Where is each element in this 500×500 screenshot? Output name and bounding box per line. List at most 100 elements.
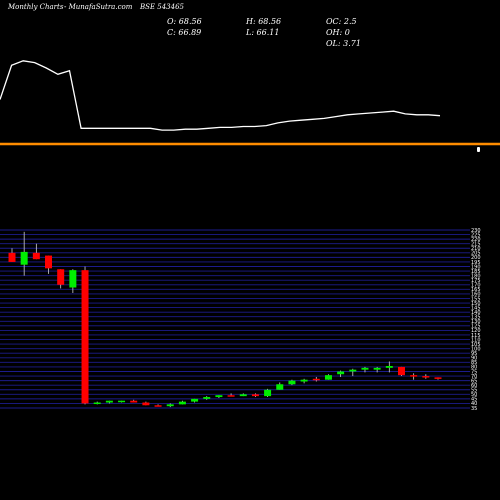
candle-body bbox=[203, 397, 211, 399]
ohlc-close: C: 66.89 bbox=[167, 28, 201, 37]
line-series-path bbox=[0, 60, 441, 131]
y-axis-ticks: 2302252202152102052001951901851801751701… bbox=[471, 228, 481, 412]
candle bbox=[81, 266, 89, 405]
y-tick-label: 95 bbox=[471, 351, 477, 357]
y-tick-label: 155 bbox=[471, 296, 481, 302]
y-tick-label: 140 bbox=[471, 310, 481, 316]
candle-body bbox=[191, 398, 199, 402]
y-tick-label: 120 bbox=[471, 328, 481, 334]
candle-body bbox=[349, 369, 357, 372]
candle-body bbox=[20, 251, 28, 265]
y-tick-label: 230 bbox=[471, 228, 481, 234]
candle-body bbox=[45, 255, 53, 269]
ohlc-oh: OH: 0 bbox=[326, 28, 350, 37]
y-tick-label: 115 bbox=[471, 333, 481, 339]
candle bbox=[434, 377, 442, 380]
candle-body bbox=[81, 270, 89, 404]
candle bbox=[93, 401, 101, 405]
candle bbox=[227, 393, 235, 397]
candle bbox=[57, 269, 65, 289]
y-tick-label: 175 bbox=[471, 278, 481, 284]
candle bbox=[397, 366, 405, 377]
separator-marker bbox=[477, 147, 480, 152]
candle-body bbox=[239, 394, 247, 397]
candle bbox=[251, 393, 259, 398]
site-label: - MunafaSutra.com bbox=[64, 3, 133, 11]
candle bbox=[20, 231, 28, 276]
candle bbox=[410, 373, 418, 380]
candle bbox=[239, 393, 247, 397]
candle-body bbox=[373, 367, 381, 370]
candle bbox=[215, 395, 223, 398]
candle bbox=[337, 370, 345, 377]
y-tick-label: 55 bbox=[471, 388, 477, 394]
candle bbox=[142, 401, 150, 406]
y-tick-label: 220 bbox=[471, 237, 481, 243]
y-tick-label: 45 bbox=[471, 397, 477, 403]
y-tick-label: 70 bbox=[471, 374, 477, 380]
candle-body bbox=[410, 375, 418, 377]
ohlc-oc: OC: 2.5 bbox=[326, 17, 357, 26]
candle bbox=[312, 376, 320, 382]
y-tick-label: 145 bbox=[471, 305, 481, 311]
candle bbox=[191, 398, 199, 403]
candle-panel bbox=[8, 231, 442, 408]
candle-body bbox=[93, 402, 101, 405]
candle bbox=[361, 366, 369, 373]
candle bbox=[276, 382, 284, 390]
y-tick-label: 100 bbox=[471, 346, 481, 352]
candle-body bbox=[166, 404, 174, 407]
candle-body bbox=[276, 384, 284, 390]
candle-body bbox=[361, 367, 369, 370]
candle-body bbox=[251, 394, 259, 397]
candle-body bbox=[324, 375, 332, 380]
candle-body bbox=[385, 366, 393, 368]
y-tick-label: 180 bbox=[471, 273, 481, 279]
candle-body bbox=[288, 380, 296, 385]
candle bbox=[69, 269, 77, 293]
candle-body bbox=[32, 252, 40, 260]
candle bbox=[45, 255, 53, 274]
symbol-label: BSE 543465 bbox=[139, 3, 185, 11]
candle-body bbox=[130, 400, 138, 403]
candle bbox=[8, 248, 16, 262]
candle-body bbox=[264, 389, 272, 397]
price-grid bbox=[0, 229, 470, 409]
candle bbox=[130, 399, 138, 403]
candle bbox=[385, 361, 393, 373]
y-tick-label: 85 bbox=[471, 360, 477, 366]
candle-body bbox=[337, 371, 345, 375]
y-tick-label: 195 bbox=[471, 260, 481, 266]
ohlc-high: H: 68.56 bbox=[245, 17, 281, 26]
y-tick-label: 90 bbox=[471, 356, 477, 362]
candle bbox=[288, 379, 296, 386]
y-tick-label: 170 bbox=[471, 283, 481, 289]
candle bbox=[264, 388, 272, 398]
y-tick-label: 80 bbox=[471, 365, 477, 371]
candle bbox=[203, 396, 211, 400]
candle-body bbox=[397, 366, 405, 376]
y-tick-label: 110 bbox=[471, 337, 481, 343]
candle-body bbox=[118, 400, 126, 403]
candle bbox=[178, 400, 186, 405]
candle-body bbox=[57, 269, 65, 285]
candle-body bbox=[215, 395, 223, 398]
candle-body bbox=[142, 402, 150, 406]
y-tick-label: 35 bbox=[471, 406, 477, 412]
y-tick-label: 225 bbox=[471, 232, 481, 238]
candle bbox=[422, 374, 430, 379]
y-tick-label: 185 bbox=[471, 269, 481, 275]
candle-body bbox=[300, 379, 308, 382]
candle-body bbox=[8, 252, 16, 262]
candle-body bbox=[434, 377, 442, 379]
ohlc-ol: OL: 3.71 bbox=[326, 39, 361, 48]
y-tick-label: 210 bbox=[471, 246, 481, 252]
y-tick-label: 125 bbox=[471, 324, 481, 330]
candle bbox=[32, 243, 40, 260]
y-tick-label: 215 bbox=[471, 241, 481, 247]
candle bbox=[154, 404, 162, 407]
y-tick-label: 200 bbox=[471, 255, 481, 261]
candle bbox=[300, 378, 308, 384]
candle-body bbox=[154, 405, 162, 407]
y-tick-label: 165 bbox=[471, 287, 481, 293]
